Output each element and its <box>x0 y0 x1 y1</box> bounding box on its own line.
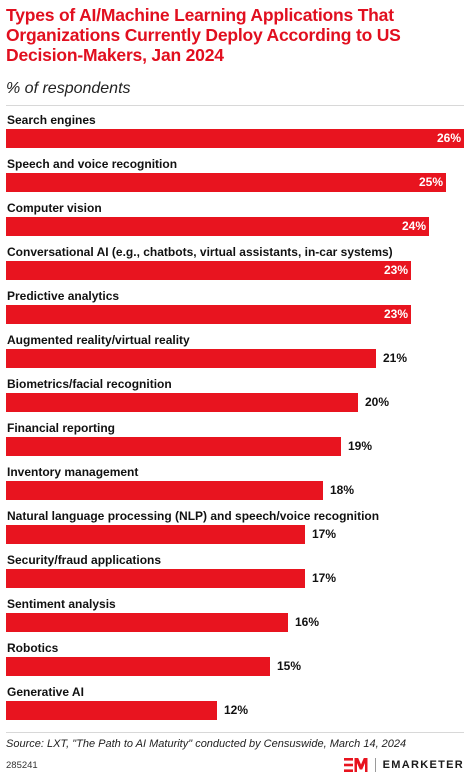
top-divider <box>6 105 464 106</box>
value-label: 23% <box>383 307 408 321</box>
value-label: 23% <box>383 263 408 277</box>
value-label: 20% <box>365 395 390 409</box>
category-label: Conversational AI (e.g., chatbots, virtu… <box>7 245 393 259</box>
value-label: 17% <box>312 571 337 585</box>
value-label: 21% <box>383 351 408 365</box>
bar <box>6 701 217 720</box>
bar <box>6 437 341 456</box>
bar <box>6 613 288 632</box>
bar <box>6 261 411 280</box>
bottom-divider <box>6 732 464 733</box>
value-label: 16% <box>295 615 320 629</box>
category-label: Financial reporting <box>7 421 116 435</box>
bar <box>6 349 376 368</box>
chart-subtitle: % of respondents <box>6 80 131 97</box>
bar <box>6 393 358 412</box>
value-label: 26% <box>436 131 461 145</box>
category-label: Sentiment analysis <box>7 597 116 611</box>
category-label: Speech and voice recognition <box>7 157 178 171</box>
bar <box>6 657 270 676</box>
category-label: Natural language processing (NLP) and sp… <box>7 509 380 523</box>
bar <box>6 481 323 500</box>
chart-id: 285241 <box>6 760 38 771</box>
chart-title: Types of AI/Machine Learning Application… <box>6 5 401 65</box>
category-label: Search engines <box>7 113 96 127</box>
brand-divider <box>374 758 376 772</box>
category-label: Inventory management <box>7 465 139 479</box>
value-label: 24% <box>401 219 426 233</box>
category-label: Predictive analytics <box>7 289 120 303</box>
bar <box>6 129 464 148</box>
value-label: 19% <box>348 439 373 453</box>
value-label: 15% <box>277 659 302 673</box>
em-logo-icon <box>343 758 368 772</box>
value-label: 17% <box>312 527 337 541</box>
bar <box>6 173 446 192</box>
category-label: Generative AI <box>7 685 84 699</box>
bar <box>6 525 305 544</box>
category-label: Security/fraud applications <box>7 553 162 567</box>
bar <box>6 217 429 236</box>
category-label: Augmented reality/virtual reality <box>7 333 190 347</box>
bar <box>6 305 411 324</box>
category-label: Robotics <box>7 641 59 655</box>
category-label: Biometrics/facial recognition <box>7 377 172 391</box>
category-label: Computer vision <box>7 201 102 215</box>
bar <box>6 569 305 588</box>
brand-name: EMARKETER <box>382 759 464 771</box>
source-note: Source: LXT, "The Path to AI Maturity" c… <box>6 738 407 750</box>
value-label: 18% <box>330 483 355 497</box>
value-label: 25% <box>418 175 443 189</box>
value-label: 12% <box>224 703 249 717</box>
brand-logo: EMARKETER <box>343 756 464 774</box>
